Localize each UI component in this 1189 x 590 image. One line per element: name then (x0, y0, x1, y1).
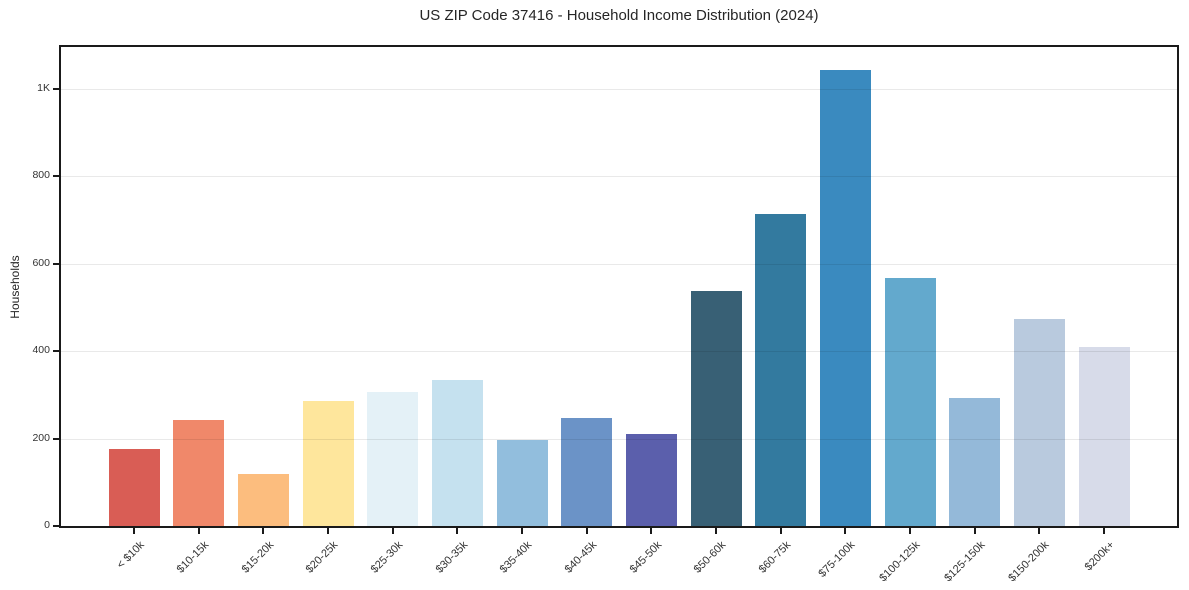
y-tick-400 (53, 350, 59, 352)
x-tick-10-15k (197, 528, 200, 534)
y-tick-200 (53, 437, 59, 440)
y-tick-label-1000: 1K (37, 81, 50, 94)
x-tick-label-25-30k: $25-30k (368, 539, 406, 576)
gridline-200 (61, 438, 1177, 440)
y-tick-label-200: 200 (32, 431, 50, 444)
bar-25-30k (367, 392, 419, 526)
bar-200k (1078, 346, 1130, 526)
gridline-1000 (61, 88, 1177, 90)
y-tick-600 (53, 262, 59, 265)
y-tick-label-400: 400 (32, 344, 50, 356)
gridline-400 (61, 351, 1177, 352)
x-tick-15-20k (262, 528, 265, 534)
x-tick-75-100k (844, 528, 847, 534)
y-tick-1000 (53, 87, 59, 90)
bar-30-35k (431, 380, 483, 526)
x-tick-label-45-50k: $45-50k (627, 539, 664, 576)
bar-40-45k (561, 418, 613, 526)
y-tick-0 (53, 525, 59, 527)
bar-15-20k (237, 473, 289, 526)
x-tick-label-10-15k: $10-15k (174, 539, 212, 576)
bar-60-75k (755, 213, 807, 526)
x-tick-150-200k (1038, 528, 1041, 534)
bar-10k (108, 449, 160, 526)
x-tick-20-25k (327, 528, 329, 534)
x-tick-label-100-125k: $100-125k (877, 539, 923, 585)
bar-100-125k (884, 278, 936, 526)
gridline-800 (61, 176, 1177, 177)
x-tick-35-40k (521, 528, 523, 534)
x-tick-40-45k (585, 528, 588, 534)
bar-125-150k (949, 397, 1001, 526)
x-tick-label-125-150k: $125-150k (941, 539, 988, 585)
x-tick-label-75-100k: $75-100k (816, 539, 858, 580)
bar-45-50k (625, 433, 677, 526)
bar-150-200k (1013, 318, 1065, 526)
bar-50-60k (690, 291, 742, 526)
x-tick-label-30-35k: $30-35k (433, 539, 470, 576)
y-tick-800 (53, 175, 59, 177)
y-tick-label-600: 600 (32, 256, 50, 269)
x-tick-label-50-60k: $50-60k (691, 539, 729, 576)
x-tick-50-60k (715, 528, 717, 534)
bar-10-15k (173, 419, 225, 526)
x-tick-60-75k (779, 528, 782, 534)
x-tick-125-150k (973, 528, 976, 534)
x-tick-10k (133, 528, 135, 534)
x-tick-label-60-75k: $60-75k (756, 539, 794, 576)
y-tick-label-800: 800 (32, 169, 50, 181)
bar-75-100k (819, 69, 871, 526)
x-tick-label-40-45k: $40-45k (562, 539, 600, 576)
y-tick-label-0: 0 (44, 519, 50, 531)
x-tick-200k (1103, 528, 1105, 534)
bar-20-25k (302, 400, 354, 526)
chart-title: US ZIP Code 37416 - Household Income Dis… (419, 7, 819, 24)
x-tick-100-125k (909, 528, 911, 534)
plot-area-border (59, 45, 1179, 528)
x-tick-label-20-25k: $20-25k (303, 539, 341, 576)
x-tick-25-30k (391, 528, 394, 534)
x-tick-label-150-200k: $150-200k (1006, 539, 1052, 585)
x-tick-label-35-40k: $35-40k (497, 539, 535, 576)
x-tick-label-200k: $200k+ (1082, 539, 1117, 574)
x-tick-45-50k (650, 528, 653, 534)
gridline-600 (61, 263, 1177, 265)
x-tick-30-35k (456, 528, 459, 534)
bar-35-40k (496, 439, 548, 526)
x-tick-label-15-20k: $15-20k (239, 539, 276, 576)
x-tick-label-10k: < $10k (114, 539, 147, 572)
